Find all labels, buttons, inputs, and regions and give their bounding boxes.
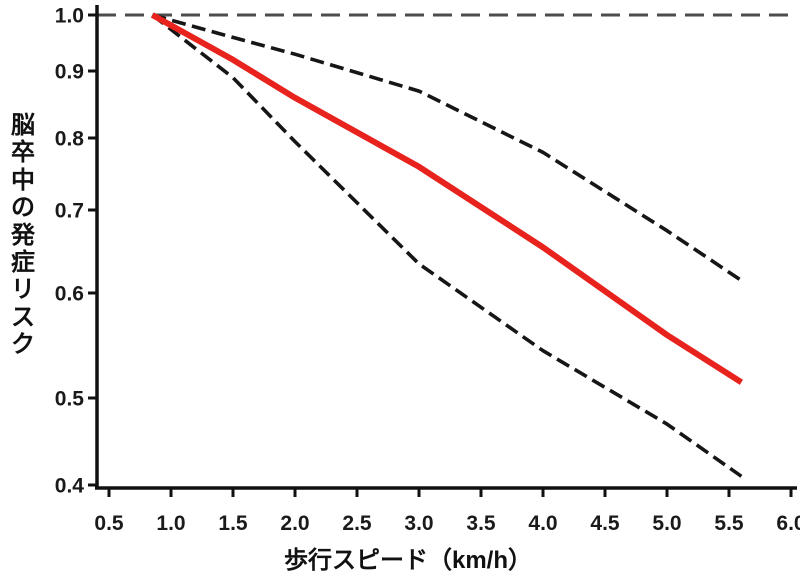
y-axis-title-char: ス — [11, 303, 35, 331]
y-axis-title: 脳卒中の発症リスク — [9, 112, 37, 359]
x-tick-label: 5.0 — [652, 512, 681, 535]
upper-ci-line — [151, 13, 743, 282]
y-tick-label: 0.8 — [55, 128, 85, 151]
y-tick-label: 0.9 — [55, 61, 84, 84]
x-tick-label: 2.0 — [280, 512, 309, 535]
x-tick-label: 4.0 — [528, 512, 557, 535]
y-axis-title-char: リ — [11, 276, 35, 304]
y-axis-title-char: 発 — [11, 221, 35, 249]
x-tick-label: 1.0 — [156, 512, 185, 535]
y-axis-title-char: 脳 — [11, 112, 35, 139]
y-tick-label: 0.5 — [55, 388, 85, 411]
x-tick-label: 0.5 — [94, 512, 124, 535]
x-tick-label: 3.5 — [466, 512, 496, 535]
y-tick-label: 0.7 — [55, 200, 84, 223]
y-tick-label: 0.6 — [55, 283, 84, 306]
y-axis-title-char: の — [11, 194, 35, 222]
y-tick-label: 1.0 — [55, 5, 84, 28]
y-tick-label: 0.4 — [55, 475, 85, 498]
x-tick-label: 3.0 — [404, 512, 433, 535]
y-axis-title-char: ク — [11, 331, 35, 359]
hazard-ratio-line — [150, 12, 744, 385]
x-tick-label: 5.5 — [714, 512, 744, 535]
x-tick-label: 1.5 — [218, 512, 248, 535]
x-axis-title: 歩行スピード（km/h） — [283, 547, 532, 574]
y-axis-title-char: 症 — [11, 249, 35, 277]
x-tick-label: 4.5 — [590, 512, 620, 535]
y-axis-title-char: 卒 — [11, 139, 35, 167]
y-axis-title-char: 中 — [11, 166, 35, 194]
x-tick-label: 2.5 — [342, 512, 372, 535]
x-tick-label: 6.0 — [776, 512, 800, 535]
lower-ci-line — [151, 13, 743, 478]
